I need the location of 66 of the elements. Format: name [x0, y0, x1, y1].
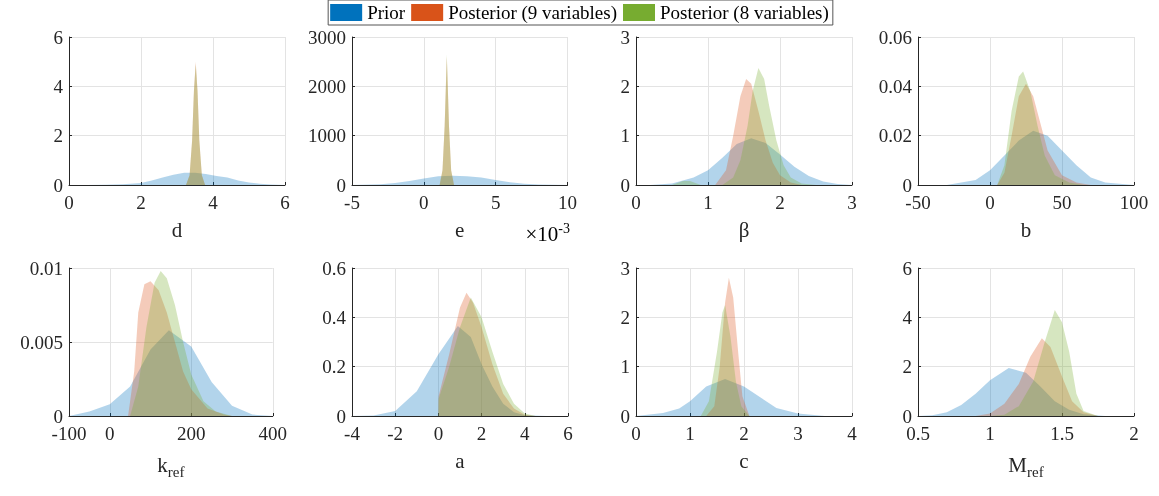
x-axis-title: β — [738, 217, 750, 242]
y-tick-label: 0 — [336, 174, 346, 196]
legend-label: Prior — [367, 2, 406, 23]
x-axis-title: c — [739, 448, 749, 473]
y-tick-label: 4 — [902, 306, 913, 328]
y-tick-label: 1000 — [308, 125, 346, 147]
y-tick-label: 2 — [620, 306, 630, 328]
x-tick-label: -5 — [344, 192, 360, 213]
y-tick-label: 0 — [53, 174, 63, 196]
y-tick-label: 4 — [53, 75, 64, 97]
legend-label: Posterior (9 variables) — [448, 2, 618, 24]
x-tick-label: 400 — [258, 423, 287, 444]
y-tick-label: 0.01 — [29, 257, 63, 279]
x-tick-label: 1 — [985, 423, 995, 444]
x-tick-label: 1 — [685, 423, 695, 444]
x-tick-label: 5 — [490, 192, 501, 213]
y-tick-label: 3 — [620, 257, 630, 279]
x-tick-label: 4 — [520, 423, 531, 444]
x-tick-label: 0 — [985, 192, 995, 213]
y-tick-label: 3000 — [308, 26, 346, 48]
y-tick-label: 2000 — [308, 75, 346, 97]
x-tick-label: 3 — [793, 423, 803, 444]
x-tick-label: 4 — [847, 423, 858, 444]
x-axis-title: e — [455, 217, 465, 242]
y-tick-label: 0.4 — [322, 306, 347, 328]
x-tick-label: 6 — [563, 423, 573, 444]
x-tick-label: 10 — [558, 192, 577, 213]
x-tick-label: 2 — [476, 423, 487, 444]
x-tick-label: 0 — [419, 192, 429, 213]
x-tick-label: -4 — [344, 423, 361, 444]
x-tick-label: 1.5 — [1050, 423, 1074, 444]
x-tick-label: 200 — [177, 423, 206, 444]
x-axis-title: a — [455, 448, 466, 473]
y-tick-label: 0.04 — [878, 75, 913, 97]
y-tick-label: 1 — [620, 356, 630, 378]
x-tick-label: 4 — [208, 192, 219, 213]
y-tick-label: 2 — [620, 75, 630, 97]
x-tick-label: 0 — [105, 423, 115, 444]
x-tick-label: 3 — [847, 192, 857, 213]
y-tick-label: 3 — [620, 26, 630, 48]
x-tick-label: 2 — [739, 423, 749, 444]
y-tick-label: 0.005 — [20, 331, 63, 353]
x-tick-label: 50 — [1052, 192, 1072, 213]
x-tick-label: 2 — [136, 192, 146, 213]
y-tick-label: 0.6 — [322, 257, 346, 279]
y-tick-label: 0.06 — [878, 26, 912, 48]
x-tick-label: 2 — [775, 192, 785, 213]
y-tick-label: 0 — [620, 174, 630, 196]
x-tick-label: -2 — [387, 423, 404, 444]
x-tick-label: 1 — [703, 192, 713, 213]
x-axis-title: d — [171, 217, 183, 242]
y-tick-label: 0.02 — [878, 125, 912, 147]
legend-label: Posterior (8 variables) — [660, 2, 829, 24]
x-tick-label: 100 — [1119, 192, 1149, 213]
y-tick-label: 0.2 — [322, 356, 346, 378]
y-tick-label: 0 — [620, 405, 630, 427]
y-tick-label: 0 — [336, 405, 346, 427]
x-tick-label: 0 — [433, 423, 444, 444]
y-tick-label: 2 — [902, 356, 912, 378]
x-tick-label: 2 — [1129, 423, 1139, 444]
y-tick-label: 2 — [53, 125, 63, 147]
x-axis-title: b — [1020, 217, 1032, 242]
y-tick-label: 6 — [53, 26, 63, 48]
y-tick-label: 6 — [902, 257, 912, 279]
x-tick-label: 6 — [280, 192, 290, 213]
y-tick-label: 1 — [620, 125, 630, 147]
